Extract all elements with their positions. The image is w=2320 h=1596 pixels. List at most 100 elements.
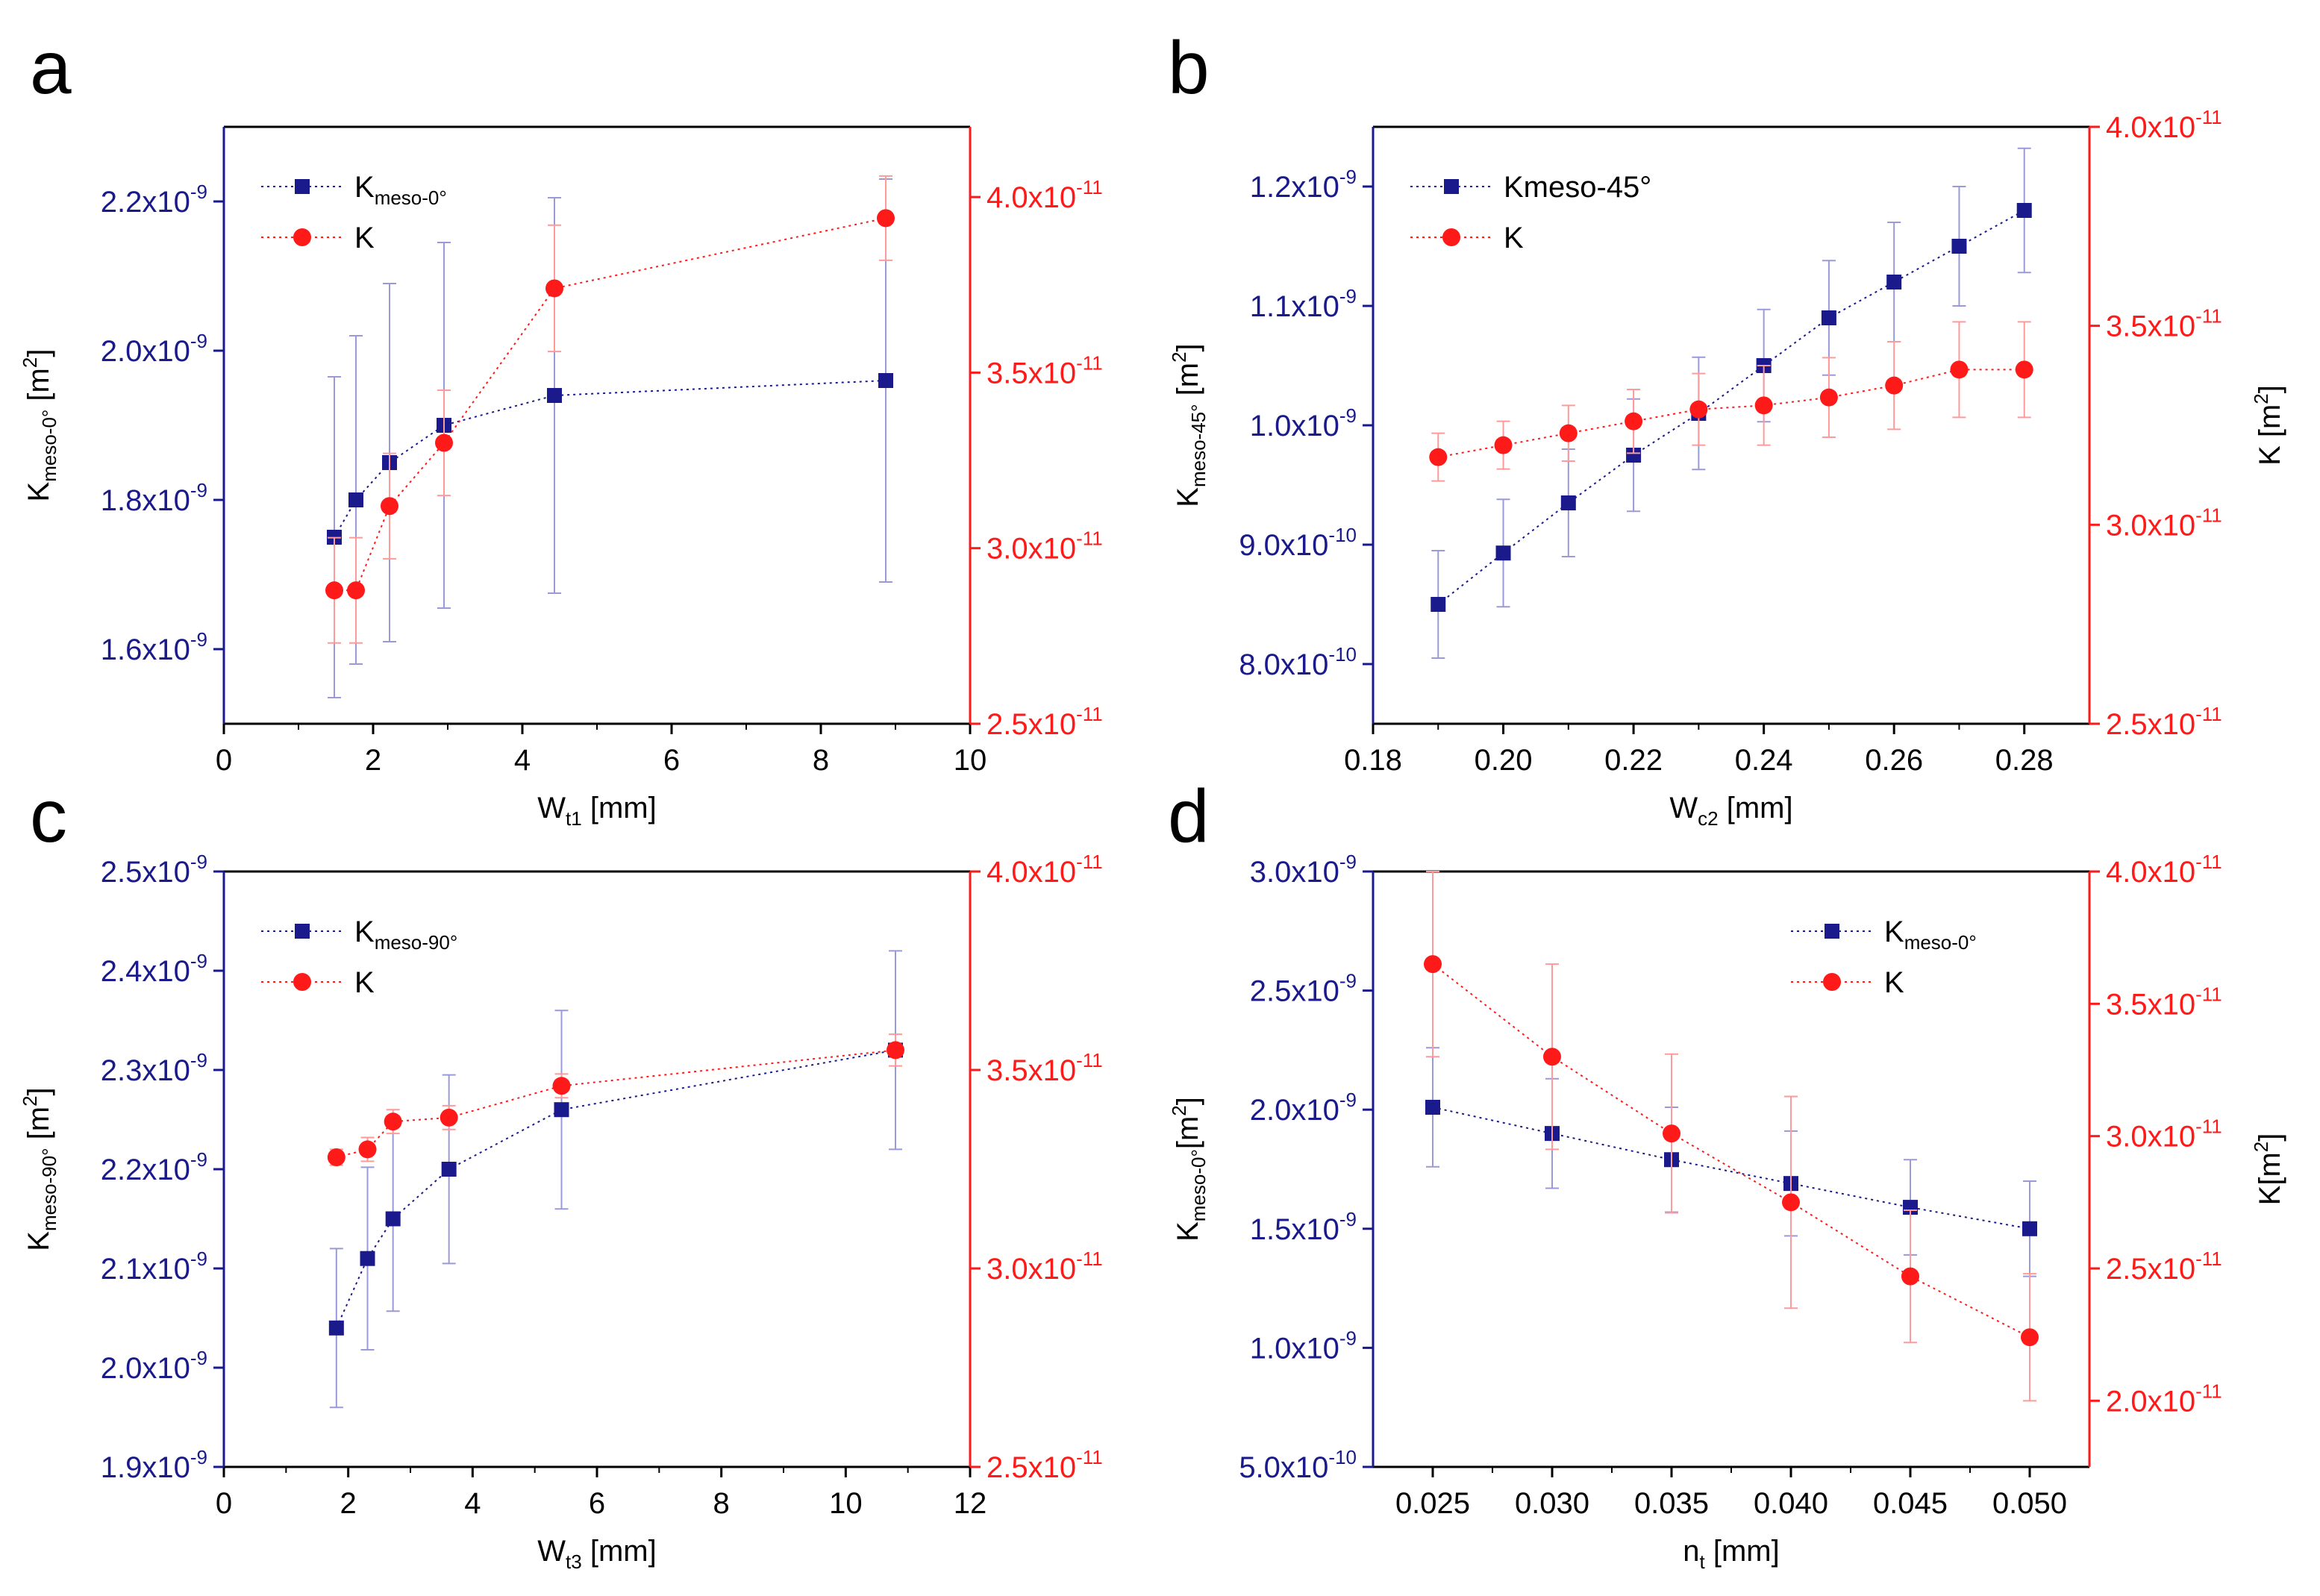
legend-marker-circle [293,228,311,246]
panel-letter: d [1168,774,1210,858]
legend-entry: K [261,966,375,999]
legend-entry: K [1791,966,1904,999]
x-tick-label: 0.26 [1865,744,1923,777]
series-line [335,1049,896,1329]
x-tick-label: 10 [954,744,987,777]
y-left-tick-label: 9.0x10-10 [1239,524,1357,562]
y-left-tick-label: 1.0x10-9 [1250,404,1357,442]
data-point-square [554,1102,569,1118]
data-point-square [1431,597,1446,612]
panel-d: d 0.025 0.030 0.035 0.040 0.045 0.050 5.0x10-10… [1168,774,2286,1573]
x-tick-label: 2 [340,1487,357,1520]
panel-c: c 0 2 4 6 8 10 12 1.9x10-9 2.0x10-9 2.1x10-9 2.2x10… [19,774,1103,1573]
data-point-square [1495,545,1511,561]
legend-label: K [354,222,375,254]
y-left-tick-label: 8.0x10-10 [1239,643,1357,681]
series-red [1424,871,2039,1402]
panel-letter: a [30,26,72,110]
y-left-tick-label: 1.5x10-9 [1250,1208,1357,1246]
y-right-tick-label: 3.5x10-11 [2106,305,2222,343]
series-blue [328,950,903,1409]
data-point-circle [1429,448,1448,466]
legend-label: K [1504,222,1524,254]
data-point-circle [1782,1193,1800,1212]
x-tick-label: 0.20 [1475,744,1533,777]
series-blue [327,178,893,698]
legend-entry: K [1410,222,1524,254]
x-tick-label: 8 [813,744,829,777]
y-right-tick-label: 4.0x10-11 [987,851,1103,889]
y-left-tick-label: 1.8x10-9 [101,479,207,517]
y-right-tick-label: 2.5x10-11 [2106,1248,2222,1286]
legend-entry: Kmeso-45° [1410,171,1651,204]
y-left-tick-label: 2.0x10-9 [101,330,207,368]
legend-marker-square [1444,179,1459,194]
panel-b: b 0.18 0.20 0.22 0.24 0.26 0.28 8.0x10-10 9.0x10… [1168,26,2286,830]
y-left-tick-label: 3.0x10-9 [1250,851,1357,889]
y-left-tick-label: 2.0x10-9 [101,1347,207,1385]
data-point-circle [1559,424,1578,442]
y-right-tick-label: 3.0x10-11 [2106,504,2222,542]
y-right-axis-label: K [m2] [2250,385,2286,466]
y-left-axis-label: Kmeso-0° [m2] [19,349,60,502]
legend-marker-circle [293,973,311,991]
data-point-square [328,1320,344,1336]
legend-marker-square [295,924,310,939]
panel-letter: c [30,774,67,858]
x-axis-label: Wt3 [mm] [537,1535,656,1573]
x-tick-label: 8 [713,1487,730,1520]
data-point-circle [877,209,895,228]
series-blue [1431,147,2032,659]
y-left-tick-label: 1.1x10-9 [1250,285,1357,323]
y-left-axis-label: Kmeso-45° [m2] [1168,343,1210,507]
x-axis-label: Wc2 [mm] [1669,792,1792,830]
data-point-square [1821,310,1836,325]
data-point-circle [1901,1267,1919,1286]
x-tick-label: 0.045 [1873,1487,1948,1520]
y-left-tick-label: 2.1x10-9 [101,1248,207,1286]
y-right-tick-label: 3.5x10-11 [987,1049,1103,1087]
x-tick-label: 6 [663,744,680,777]
data-point-square [360,1251,375,1266]
x-axis-label: nt [mm] [1683,1535,1779,1573]
x-tick-label: 0.035 [1634,1487,1709,1520]
legend-label: K [1884,966,1904,999]
panel-letter: b [1168,26,1210,110]
y-right-tick-label: 3.5x10-11 [987,351,1103,389]
y-left-tick-label: 2.5x10-9 [101,851,207,889]
data-point-square [1886,275,1902,290]
y-right-tick-label: 2.5x10-11 [2106,703,2222,741]
series-line [334,217,887,592]
series-line [1432,1107,2030,1230]
data-point-circle [327,1148,346,1167]
x-axis-label: Wt1 [mm] [537,792,656,830]
data-point-square [1425,1100,1440,1115]
data-point-circle [440,1108,458,1127]
legend-entry: Kmeso-90° [261,916,457,954]
y-right-tick-label: 3.0x10-11 [987,528,1103,566]
y-left-tick-label: 2.4x10-9 [101,950,207,988]
y-left-axis-label: Kmeso-0°[m2] [1168,1097,1210,1242]
legend-marker-circle [1442,228,1460,246]
x-tick-label: 0.030 [1515,1487,1589,1520]
data-point-circle [1663,1124,1680,1143]
data-point-circle [1424,955,1442,974]
y-right-tick-label: 2.0x10-11 [2106,1380,2222,1418]
x-tick-label: 4 [514,744,531,777]
x-tick-label: 0 [216,744,232,777]
series-blue [1425,1047,2037,1277]
data-point-square [547,388,562,403]
data-point-circle [1543,1048,1561,1066]
x-tick-label: 0.24 [1735,744,1793,777]
data-point-circle [887,1041,904,1060]
y-right-tick-label: 4.0x10-11 [2106,106,2222,144]
data-point-circle [1754,396,1773,415]
data-point-circle [381,497,398,516]
data-point-square [2022,1221,2037,1236]
x-tick-label: 12 [954,1487,987,1520]
data-point-circle [1885,376,1904,395]
series-line [1438,369,2024,458]
y-right-tick-label: 2.5x10-11 [987,1446,1103,1484]
x-tick-label: 0.28 [1995,744,2054,777]
